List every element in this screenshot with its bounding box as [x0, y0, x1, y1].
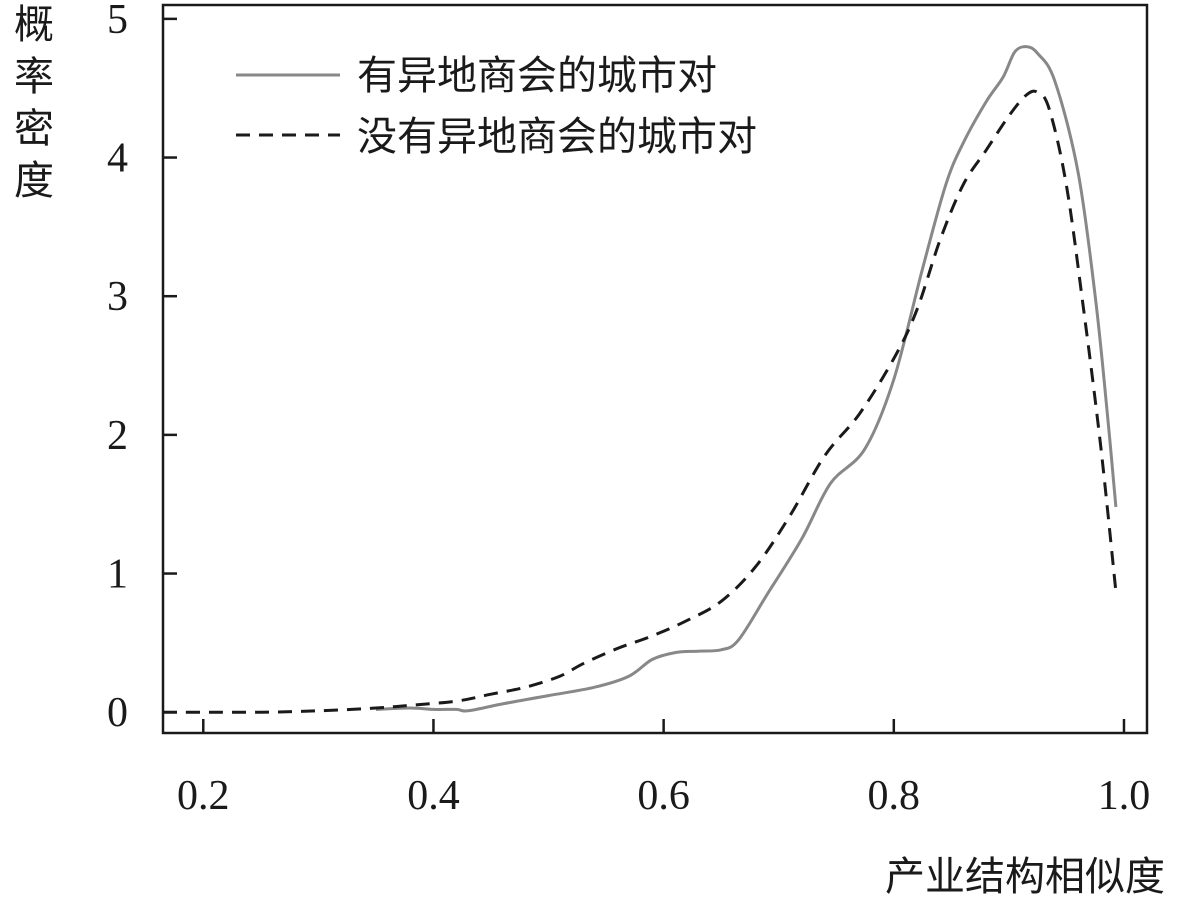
y-axis-ticks: 0 1 2 3 4 5 [107, 0, 177, 736]
y-tick-label: 1 [107, 552, 128, 598]
y-tick-label: 5 [107, 0, 128, 43]
x-tick-label: 0.2 [177, 773, 230, 819]
y-axis-title-char: 密 [14, 106, 54, 152]
x-axis-title: 产业结构相似度 [885, 854, 1165, 898]
y-axis-title: 概 率 密 度 [14, 2, 54, 204]
x-tick-label: 0.8 [868, 773, 921, 819]
x-axis-ticks: 0.2 0.4 0.6 0.8 1.0 [177, 719, 1150, 819]
x-tick-label: 0.6 [637, 773, 690, 819]
legend-label-without-chamber: 没有异地商会的城市对 [357, 114, 757, 160]
series-line-without-chamber [162, 89, 1118, 714]
y-tick-label: 4 [107, 136, 128, 182]
legend: 有异地商会的城市对 没有异地商会的城市对 [236, 53, 757, 160]
y-tick-label: 3 [107, 274, 128, 320]
y-tick-label: 0 [107, 690, 128, 736]
y-tick-label: 2 [107, 413, 128, 459]
series-line-with-chamber [375, 45, 1118, 713]
plot-frame [161, 3, 1149, 735]
x-tick-label: 1.0 [1098, 773, 1151, 819]
y-axis-title-char: 度 [14, 158, 54, 204]
y-axis-title-char: 概 [14, 2, 54, 48]
series-layer [162, 45, 1118, 714]
x-tick-label: 0.4 [407, 773, 460, 819]
legend-label-with-chamber: 有异地商会的城市对 [357, 53, 717, 99]
y-axis-title-char: 率 [14, 54, 54, 100]
